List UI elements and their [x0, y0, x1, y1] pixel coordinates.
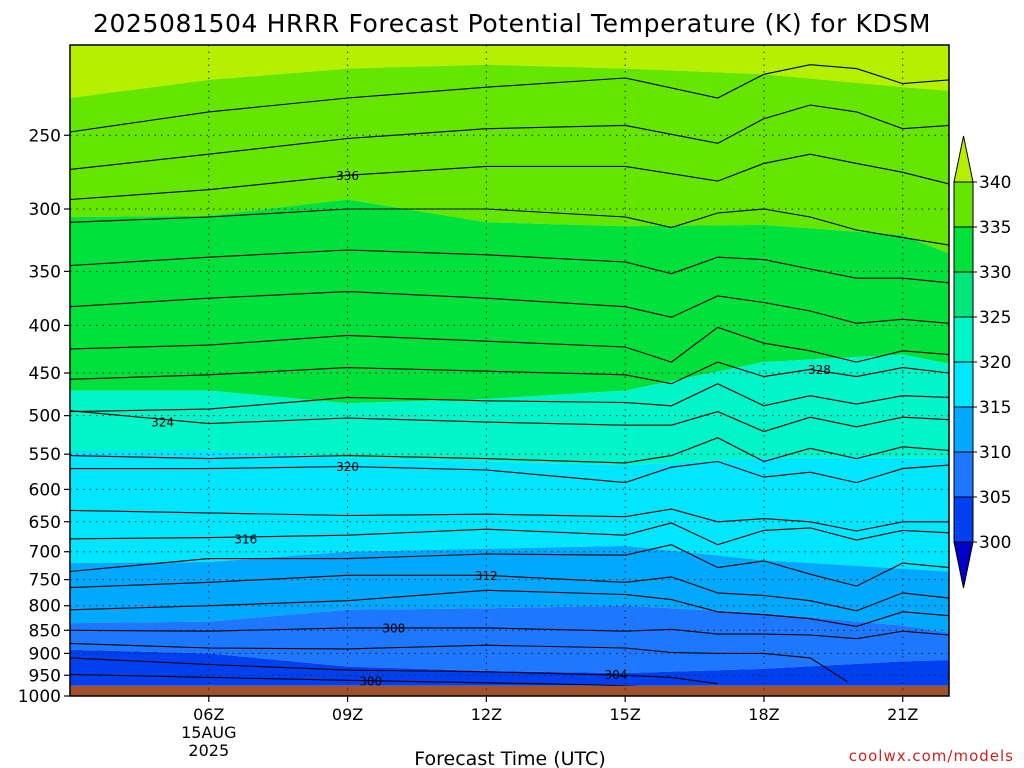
contour-line-18 — [70, 642, 848, 683]
colorbar-tick-label: 330 — [979, 263, 1011, 283]
contour-label: 304 — [604, 668, 627, 682]
y-tick-label: 600 — [29, 480, 61, 500]
contour-line-5 — [70, 291, 949, 324]
contour-line-12 — [70, 508, 949, 532]
fill-band-2 — [70, 199, 949, 404]
y-tick-label: 850 — [29, 621, 61, 641]
contour-layer — [70, 64, 949, 688]
y-tick-label: 700 — [29, 543, 61, 563]
y-tick-label: 400 — [29, 316, 61, 336]
contour-line-10 — [70, 437, 949, 464]
contour-line-17 — [70, 627, 949, 640]
contour-label: 308 — [382, 621, 405, 635]
contour-label: 312 — [475, 569, 498, 583]
y-tick-label: 800 — [29, 597, 61, 617]
x-tick-label: 12Z — [471, 705, 502, 724]
x-tick-label: 15Z — [609, 705, 640, 724]
x-axis-label: Forecast Time (UTC) — [414, 748, 605, 768]
contour-label: 320 — [336, 460, 359, 474]
fill-layer — [70, 45, 949, 686]
contour-line-1 — [70, 104, 949, 170]
contour-line-8 — [70, 383, 949, 413]
colorbar-tick-label: 335 — [979, 218, 1011, 238]
y-tick-label: 900 — [29, 644, 61, 664]
colorbar-segment — [953, 451, 974, 498]
y-tick-label: 300 — [29, 200, 61, 220]
y-tick-label: 250 — [29, 126, 61, 146]
contour-label: 316 — [234, 532, 257, 546]
contour-line-11 — [70, 460, 949, 484]
contour-label: 336 — [336, 169, 359, 183]
fill-band-3 — [70, 354, 949, 466]
contour-label-layer: 336 328 324 320 316 312 308 304 300 — [151, 169, 831, 688]
contour-line-14 — [70, 544, 949, 587]
x-tick-label: 06Z — [193, 705, 224, 724]
ground-layer — [70, 685, 949, 696]
colorbar-tick-label: 310 — [979, 443, 1011, 463]
colorbar-tick-label: 320 — [979, 353, 1011, 373]
fill-band-7 — [70, 649, 949, 686]
contour-line-2 — [70, 153, 949, 201]
contour-line-13 — [70, 522, 949, 546]
y-tick-label: 750 — [29, 571, 61, 591]
colorbar-tick-label: 325 — [979, 308, 1011, 328]
fill-band-0 — [70, 45, 949, 98]
x-tick-label: 21Z — [887, 705, 918, 724]
y-axis: 250 300 350 400 450 500 550 600 650 700 750 800 850 9… — [18, 126, 70, 707]
grid-layer — [70, 45, 949, 697]
contour-line-9 — [70, 410, 949, 433]
contour-line-0 — [70, 64, 949, 133]
chart-title: 2025081504 HRRR Forecast Potential Tempe… — [93, 9, 931, 38]
contour-label: 328 — [808, 363, 831, 377]
y-tick-label: 1000 — [18, 687, 61, 707]
colorbar-segment — [953, 316, 974, 363]
contour-line-6 — [70, 326, 949, 363]
y-tick-label: 350 — [29, 262, 61, 282]
contour-label: 300 — [359, 674, 382, 688]
colorbar-tick-label: 300 — [979, 533, 1011, 553]
fill-band-5 — [70, 545, 949, 633]
x-tick-label: 09Z — [332, 705, 363, 724]
colorbar-upper-arrow — [953, 135, 974, 183]
y-tick-label: 650 — [29, 513, 61, 533]
y-tick-label: 500 — [29, 407, 61, 427]
contour-line-3 — [70, 208, 949, 246]
colorbar-tick-label: 340 — [979, 173, 1011, 193]
contour-line-4 — [70, 249, 949, 284]
ground-fill — [70, 685, 949, 696]
fill-band-1 — [70, 64, 949, 254]
colorbar-segment — [953, 181, 974, 228]
y-tick-label: 550 — [29, 445, 61, 465]
colorbar-segment — [953, 496, 974, 543]
colorbar-segment — [953, 226, 974, 273]
colorbar: 300 305 310 315 320 325 330 335 340 — [953, 135, 1011, 589]
plot-frame — [69, 44, 950, 697]
x-tick-label: 18Z — [748, 705, 779, 724]
colorbar-segment — [953, 361, 974, 408]
colorbar-lower-arrow — [953, 541, 974, 589]
colorbar-segment — [953, 271, 974, 318]
credit-text: coolwx.com/models — [849, 747, 1014, 765]
colorbar-tick-label: 315 — [979, 398, 1011, 418]
colorbar-tick-label: 305 — [979, 488, 1011, 508]
y-tick-label: 450 — [29, 364, 61, 384]
y-tick-label: 950 — [29, 666, 61, 686]
colorbar-segment — [953, 406, 974, 453]
x-date-label: 2025 — [188, 741, 229, 760]
contour-line-15 — [70, 574, 949, 612]
contour-line-19 — [70, 657, 718, 685]
x-date-label: 15AUG — [181, 723, 236, 742]
contour-label: 324 — [151, 416, 174, 430]
fill-band-6 — [70, 605, 949, 674]
